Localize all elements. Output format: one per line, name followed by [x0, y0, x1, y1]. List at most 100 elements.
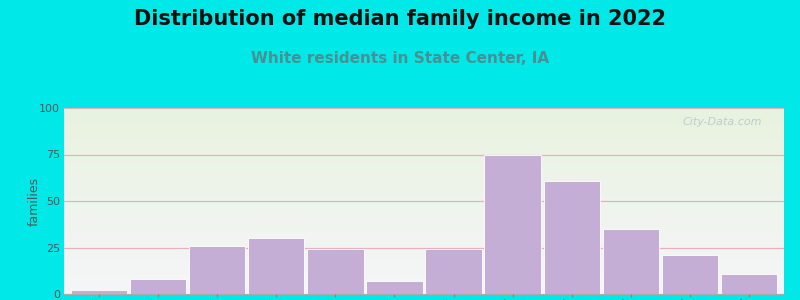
Bar: [64, 150, 784, 151]
Bar: [64, 135, 784, 136]
Bar: [64, 242, 784, 243]
Bar: [64, 228, 784, 229]
Bar: [64, 276, 784, 277]
Bar: [64, 178, 784, 179]
Bar: [64, 275, 784, 276]
Bar: [64, 243, 784, 244]
Bar: [64, 200, 784, 201]
Bar: [64, 146, 784, 147]
Bar: [64, 145, 784, 146]
Bar: [64, 240, 784, 241]
Bar: [64, 210, 784, 211]
Bar: [64, 202, 784, 203]
Bar: [249, 238, 305, 294]
Bar: [64, 149, 784, 150]
Bar: [64, 288, 784, 289]
Bar: [64, 227, 784, 228]
Bar: [64, 248, 784, 249]
Bar: [64, 175, 784, 176]
Bar: [64, 265, 784, 266]
Bar: [64, 144, 784, 145]
Bar: [64, 140, 784, 142]
Bar: [64, 125, 784, 126]
Bar: [662, 255, 718, 294]
Bar: [64, 247, 784, 248]
Bar: [64, 129, 784, 130]
Bar: [64, 270, 784, 271]
Bar: [64, 226, 784, 227]
Bar: [64, 114, 784, 115]
Bar: [64, 151, 784, 152]
Bar: [64, 161, 784, 162]
Bar: [64, 255, 784, 256]
Bar: [64, 196, 784, 197]
Bar: [64, 223, 784, 224]
Bar: [64, 165, 784, 166]
Bar: [64, 174, 784, 175]
Bar: [64, 109, 784, 110]
Bar: [64, 269, 784, 270]
Bar: [64, 111, 784, 112]
Bar: [64, 211, 784, 212]
Bar: [64, 198, 784, 199]
Bar: [64, 147, 784, 148]
Bar: [64, 179, 784, 180]
Bar: [64, 115, 784, 116]
Bar: [64, 197, 784, 198]
Bar: [64, 267, 784, 268]
Bar: [64, 191, 784, 192]
Bar: [64, 153, 784, 154]
Bar: [64, 291, 784, 292]
Bar: [64, 232, 784, 233]
Bar: [64, 271, 784, 272]
Bar: [64, 222, 784, 223]
Bar: [64, 176, 784, 177]
Bar: [64, 128, 784, 129]
Bar: [64, 110, 784, 111]
Bar: [130, 279, 186, 294]
Bar: [64, 124, 784, 125]
Bar: [64, 108, 784, 109]
Bar: [64, 246, 784, 247]
Bar: [64, 132, 784, 133]
Bar: [64, 133, 784, 134]
Bar: [64, 126, 784, 127]
Bar: [426, 249, 482, 294]
Bar: [64, 249, 784, 250]
Bar: [64, 195, 784, 196]
Bar: [64, 274, 784, 275]
Bar: [64, 122, 784, 123]
Bar: [64, 182, 784, 183]
Bar: [64, 185, 784, 186]
Bar: [64, 194, 784, 195]
Bar: [64, 245, 784, 246]
Bar: [64, 209, 784, 210]
Bar: [64, 131, 784, 132]
Bar: [64, 218, 784, 219]
Bar: [64, 139, 784, 140]
Bar: [64, 120, 784, 121]
Bar: [64, 188, 784, 189]
Bar: [64, 181, 784, 182]
Bar: [64, 116, 784, 117]
Bar: [543, 181, 599, 294]
Bar: [64, 233, 784, 235]
Bar: [64, 127, 784, 128]
Bar: [64, 254, 784, 255]
Bar: [64, 192, 784, 193]
Bar: [64, 285, 784, 286]
Bar: [64, 272, 784, 273]
Bar: [64, 281, 784, 282]
Bar: [64, 219, 784, 220]
Bar: [64, 154, 784, 155]
Bar: [64, 173, 784, 174]
Bar: [64, 235, 784, 236]
Bar: [64, 278, 784, 279]
Bar: [64, 225, 784, 226]
Bar: [64, 273, 784, 274]
Text: City-Data.com: City-Data.com: [683, 117, 762, 127]
Bar: [64, 262, 784, 263]
Bar: [64, 199, 784, 200]
Bar: [64, 277, 784, 278]
Bar: [64, 283, 784, 284]
